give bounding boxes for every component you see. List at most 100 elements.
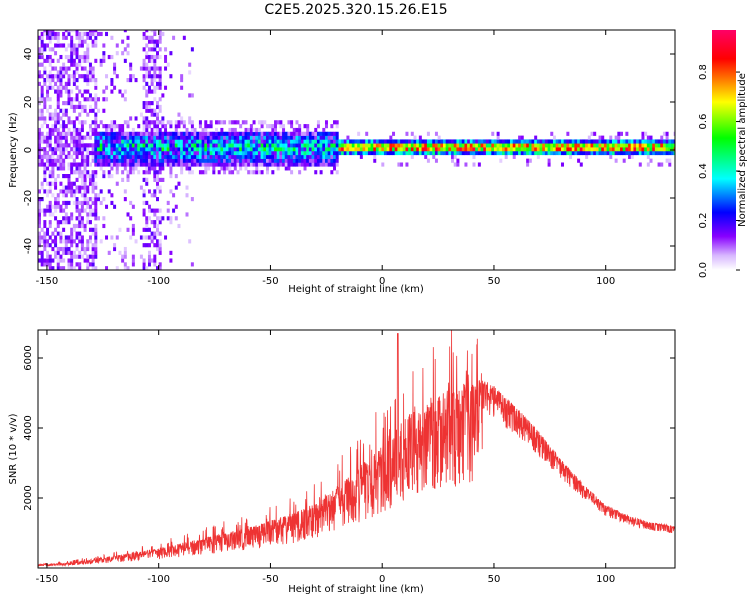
spectrogram-cell <box>611 139 615 144</box>
spectrogram-cell <box>56 135 60 140</box>
spectrogram-cell <box>150 66 154 71</box>
spectrogram-cell <box>54 181 58 186</box>
spectrogram-cell <box>156 112 159 117</box>
spectrogram-cell <box>121 258 125 263</box>
spectrogram-cell <box>51 162 55 167</box>
spectrogram-cell <box>628 150 632 156</box>
spectrogram-cell <box>453 154 457 159</box>
y-tick-label: 0 <box>23 147 34 153</box>
spectrogram-cell <box>265 166 269 171</box>
spectrogram-cell <box>75 189 79 194</box>
spectrogram-cell <box>142 177 146 182</box>
spectrogram-cell <box>381 150 385 156</box>
spectrogram-cell <box>247 139 251 144</box>
spectrogram-cell <box>198 170 202 175</box>
spectrogram-cell <box>126 143 130 148</box>
spectrogram-cell <box>630 139 634 144</box>
spectrogram-cell <box>314 162 318 167</box>
spectrogram-cell <box>43 101 47 106</box>
spectrogram-cell <box>70 104 74 110</box>
spectrogram-cell <box>662 139 666 144</box>
spectrogram-cell <box>279 135 283 140</box>
spectrogram-cell <box>550 131 554 136</box>
spectrogram-cell <box>504 139 508 144</box>
spectrogram-cell <box>40 39 44 44</box>
spectrogram-cell <box>228 135 232 140</box>
spectrogram-cell <box>67 143 71 148</box>
spectrogram-cell <box>56 266 60 270</box>
spectrogram-cell <box>64 131 68 136</box>
spectrogram-cell <box>193 162 197 167</box>
spectrogram-cell <box>333 131 337 136</box>
spectrogram-cell <box>70 35 74 40</box>
spectrogram-cell <box>335 154 339 159</box>
spectrogram-cell <box>217 143 221 148</box>
spectrogram-cell <box>156 181 159 186</box>
spectrogram-cell <box>477 162 481 167</box>
spectrogram-cell <box>67 235 71 240</box>
spectrogram-cell <box>48 131 52 136</box>
spectrogram-cell <box>129 116 133 121</box>
spectrogram-cell <box>88 66 92 71</box>
spectrogram-cell <box>338 150 342 156</box>
spectrogram-cell <box>83 181 87 186</box>
spectrogram-cell <box>158 30 162 33</box>
spectrogram-cell <box>429 150 433 156</box>
spectrogram-cell <box>174 216 178 221</box>
spectrogram-cell <box>673 147 675 152</box>
spectrogram-cell <box>46 30 50 33</box>
spectrogram-cell <box>188 147 192 152</box>
spectrogram-cell <box>405 162 409 167</box>
spectrogram-cell <box>64 124 68 129</box>
spectrogram-cell <box>225 150 229 156</box>
spectrogram-cell <box>46 150 50 156</box>
spectrogram-cell <box>188 154 192 159</box>
spectrogram-cell <box>48 62 52 67</box>
spectrogram-cell <box>257 120 261 125</box>
spectrogram-cell <box>166 120 170 125</box>
spectrogram-cell <box>496 147 500 152</box>
spectrogram-cell <box>646 147 650 152</box>
spectrogram-cell <box>94 127 98 133</box>
spectrogram-cell <box>625 150 629 156</box>
spectrogram-cell <box>88 174 92 179</box>
spectrogram-cell <box>67 189 71 194</box>
spectrogram-cell <box>282 158 286 163</box>
spectrogram-cell <box>536 139 540 144</box>
spectrogram-cell <box>105 139 109 144</box>
spectrogram-cell <box>91 70 95 75</box>
spectrogram-cell <box>204 162 208 167</box>
spectrogram-cell <box>134 239 138 244</box>
spectrogram-cell <box>504 154 508 159</box>
spectrogram-cell <box>212 162 216 167</box>
spectrogram-cell <box>80 93 84 98</box>
spectrogram-cell <box>107 174 111 179</box>
spectrogram-cell <box>43 170 47 175</box>
spectrogram-cell <box>48 254 52 259</box>
spectrogram-cell <box>271 124 275 129</box>
spectrogram-cell <box>421 147 425 152</box>
spectrogram-cell <box>475 147 479 152</box>
spectrogram-cell <box>99 139 103 144</box>
spectrogram-cell <box>306 162 310 167</box>
spectrogram-cell <box>78 262 82 267</box>
spectrogram-cell <box>38 81 41 86</box>
spectrogram-cell <box>137 124 141 129</box>
spectrogram-cell <box>72 143 76 148</box>
spectrogram-cell <box>54 235 58 240</box>
spectrogram-cell <box>308 147 312 152</box>
spectrogram-cell <box>636 143 640 148</box>
spectrogram-cell <box>365 131 369 136</box>
spectrogram-cell <box>153 162 157 167</box>
spectrogram-cell <box>161 154 165 159</box>
spectrogram-cell <box>59 158 63 163</box>
spectrogram-cell <box>88 220 92 225</box>
spectrogram-cell <box>80 193 84 198</box>
spectrogram-cell <box>134 143 138 148</box>
spectrogram-cell <box>263 158 267 163</box>
spectrogram-cell <box>260 162 264 167</box>
spectrogram-cell <box>569 154 573 159</box>
spectrogram-cell <box>190 139 194 144</box>
spectrogram-cell <box>72 189 76 194</box>
spectrogram-cell <box>166 135 170 140</box>
